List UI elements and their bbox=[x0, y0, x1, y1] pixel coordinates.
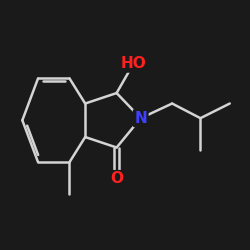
Text: N: N bbox=[134, 111, 147, 126]
Text: O: O bbox=[110, 172, 123, 186]
Text: HO: HO bbox=[120, 56, 146, 71]
